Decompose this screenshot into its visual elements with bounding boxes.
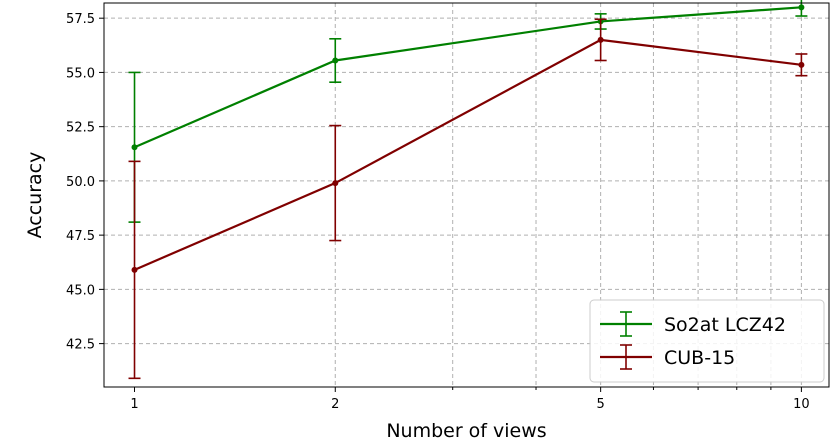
x-tick-label: 2 — [331, 397, 339, 412]
x-axis-label: Number of views — [386, 420, 546, 441]
x-axis-ticks: 1 2 5 10 — [130, 387, 810, 412]
x-tick-label: 5 — [597, 397, 605, 412]
y-tick-label: 47.5 — [66, 229, 95, 244]
y-tick-label: 52.5 — [66, 121, 95, 136]
y-tick-label: 42.5 — [66, 338, 95, 353]
y-tick-label: 55.0 — [66, 66, 95, 81]
data-point — [332, 180, 339, 187]
data-point — [131, 266, 138, 273]
plot-frame — [103, 2, 830, 388]
y-axis-ticks: 42.5 45.0 47.5 50.0 52.5 55.0 57.5 — [66, 12, 104, 353]
y-tick-label: 57.5 — [66, 12, 95, 27]
data-point — [798, 61, 805, 68]
y-tick-label: 50.0 — [66, 175, 95, 190]
series-2 — [128, 18, 808, 380]
legend-label: So2at LCZ42 — [664, 314, 786, 336]
y-axis-label: Accuracy — [24, 152, 46, 239]
legend: So2at LCZ42 CUB-15 — [589, 299, 825, 383]
legend-box — [589, 299, 825, 383]
legend-label: CUB-15 — [664, 347, 735, 369]
data-point — [332, 57, 339, 64]
x-tick-label: 10 — [793, 397, 810, 412]
data-point — [131, 144, 138, 151]
data-point — [597, 36, 604, 43]
series-line — [134, 38, 802, 271]
x-tick-label: 1 — [130, 397, 138, 412]
series-line — [134, 6, 802, 149]
series-layer — [128, 0, 808, 380]
y-tick-label: 45.0 — [66, 283, 95, 298]
data-point — [798, 4, 805, 11]
